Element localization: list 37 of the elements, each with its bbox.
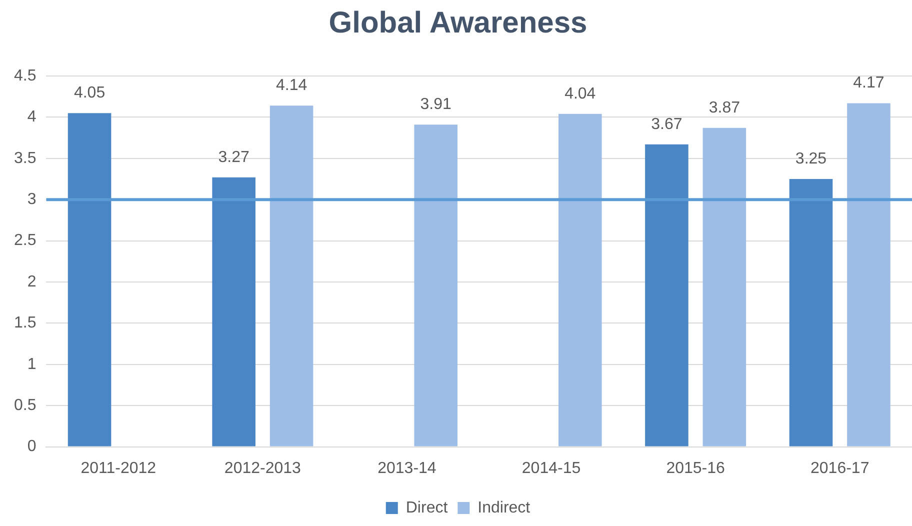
- bar: [212, 177, 256, 446]
- y-tick-label: 0: [27, 438, 36, 456]
- legend-label: Direct: [406, 499, 448, 516]
- y-tick-label: 1.5: [14, 314, 36, 332]
- y-tick-label: 3: [27, 191, 36, 208]
- data-label: 4.14: [276, 77, 308, 94]
- y-tick-label: 2.5: [14, 232, 36, 250]
- x-tick-label: 2011-2012: [80, 460, 156, 477]
- x-tick-label: 2013-14: [378, 460, 436, 477]
- data-label: 3.27: [218, 148, 250, 166]
- bar: [789, 179, 833, 446]
- bar: [702, 128, 746, 446]
- data-label: 3.25: [795, 150, 827, 168]
- bar: [847, 103, 890, 446]
- y-tick-label: 4: [27, 108, 36, 126]
- data-label: 3.91: [420, 96, 452, 114]
- bar: [645, 144, 688, 446]
- data-label: 4.05: [74, 84, 106, 102]
- x-tick-label: 2016-17: [810, 460, 870, 477]
- y-tick-label: 2: [27, 273, 36, 290]
- bar: [68, 113, 112, 446]
- data-label: 3.67: [651, 116, 682, 133]
- bar: [558, 114, 602, 446]
- data-label: 4.17: [853, 74, 884, 92]
- x-tick-label: 2015-16: [666, 460, 726, 477]
- bar: [270, 106, 314, 446]
- y-tick-label: 1: [27, 356, 36, 373]
- y-tick-label: 0.5: [14, 397, 36, 414]
- data-label: 4.04: [564, 85, 596, 102]
- data-label: 3.87: [708, 99, 740, 116]
- chart-title: Global Awareness: [328, 6, 588, 40]
- x-tick-label: 2014-15: [522, 460, 581, 477]
- legend-label: Indirect: [478, 499, 531, 516]
- y-tick-label: 4.5: [14, 67, 36, 84]
- bar: [414, 124, 458, 446]
- y-tick-label: 3.5: [14, 150, 36, 167]
- x-tick-label: 2012-2013: [224, 460, 302, 477]
